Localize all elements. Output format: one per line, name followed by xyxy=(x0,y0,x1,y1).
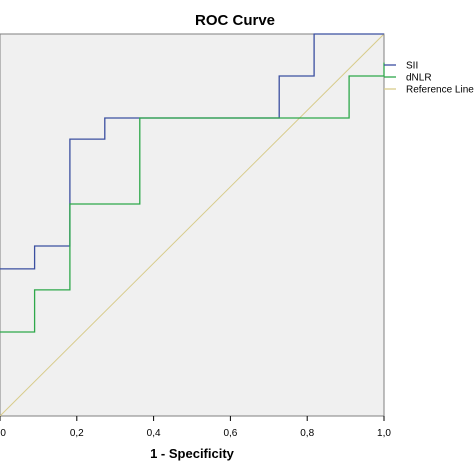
legend-label-sii: SII xyxy=(406,61,418,72)
series-line-dnlr xyxy=(0,62,385,333)
x-tick-label: 0,8 xyxy=(300,428,314,439)
series-line-reference-line xyxy=(0,33,385,417)
x-tick-label: 0,6 xyxy=(223,428,237,439)
legend-label-dnlr: dNLR xyxy=(406,73,432,84)
legend-label-reference-line: Reference Line xyxy=(406,85,474,96)
chart-title: ROC Curve xyxy=(195,12,275,29)
x-axis: 0,0 0,2 0,4 0,6 0,8 1,0 xyxy=(0,416,391,439)
x-tick-label: 1,0 xyxy=(377,428,391,439)
x-tick-label: 0,4 xyxy=(147,428,161,439)
x-tick-label: 0,0 xyxy=(0,428,6,439)
x-axis-label: 1 - Specificity xyxy=(150,446,235,461)
x-tick-label: 0,2 xyxy=(70,428,84,439)
series-layer xyxy=(0,33,385,417)
series-line-sii xyxy=(0,33,384,270)
